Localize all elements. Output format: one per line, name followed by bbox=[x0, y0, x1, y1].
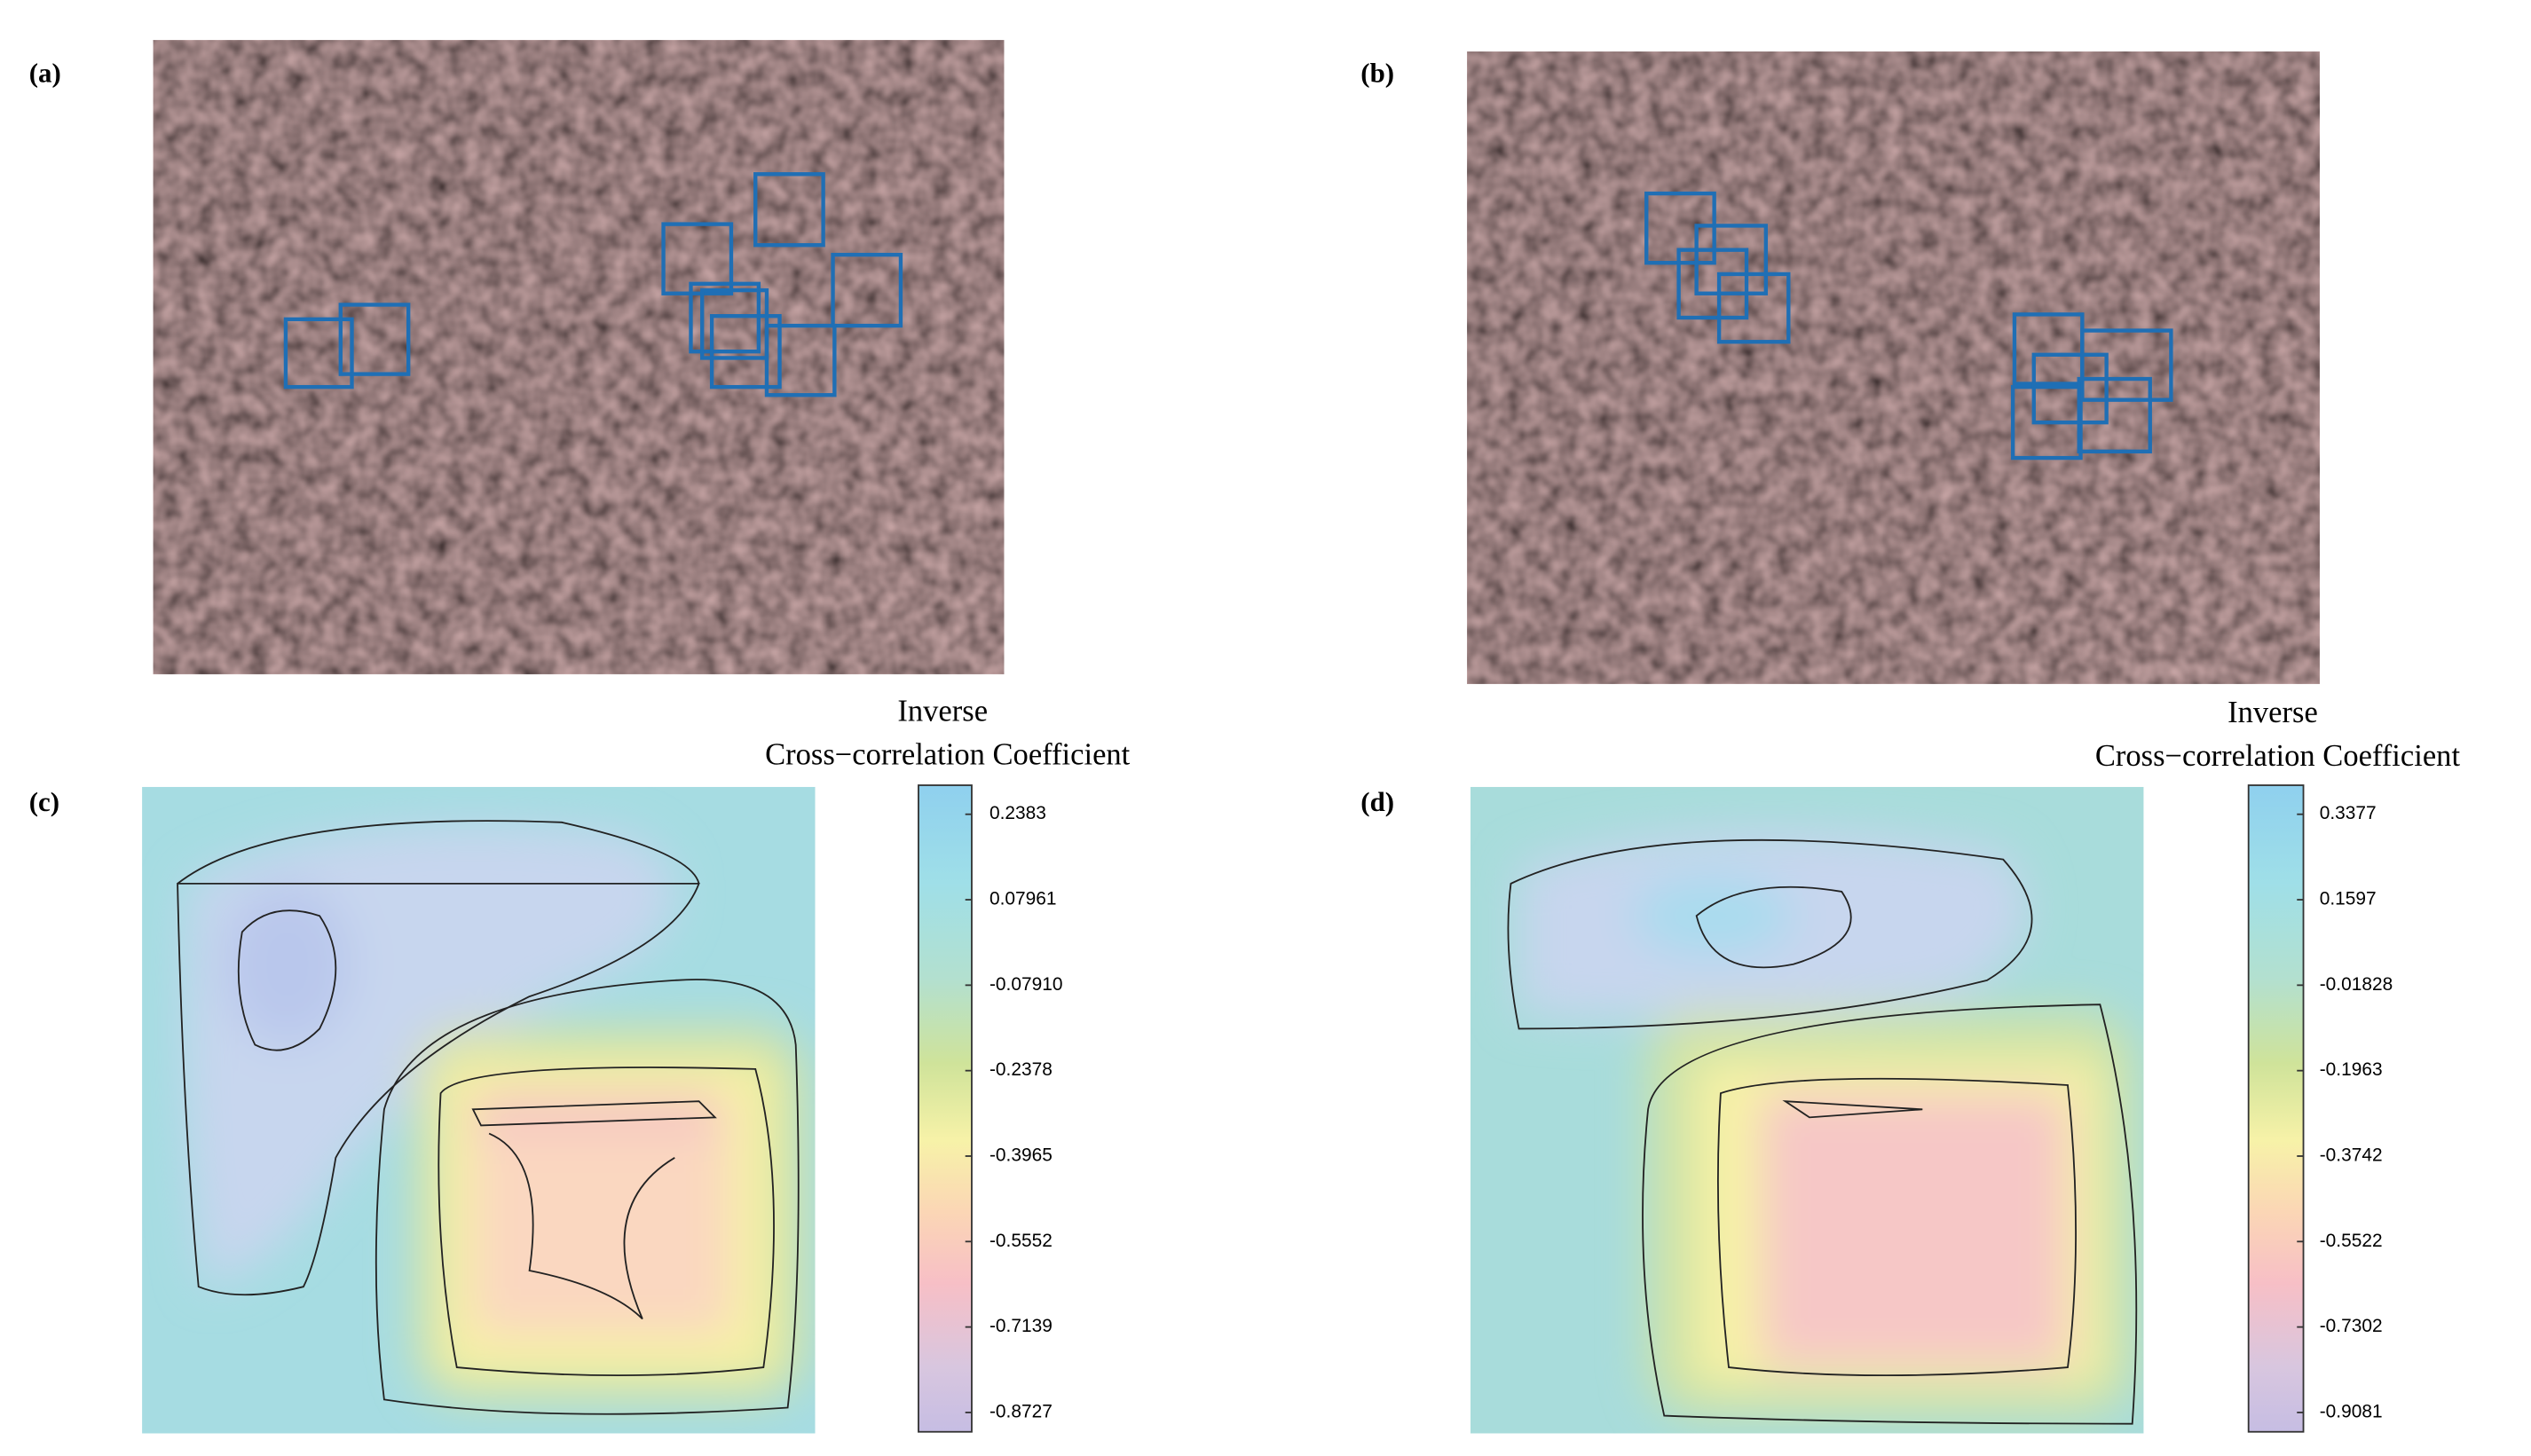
colorbar bbox=[2247, 784, 2305, 1433]
tick-label: -0.5552 bbox=[990, 1231, 1053, 1251]
tick-label: -0.9081 bbox=[2320, 1401, 2383, 1421]
colorbar-title: Inverse bbox=[897, 694, 988, 728]
panel-b: (b) bbox=[1360, 51, 2320, 684]
heatmap bbox=[1470, 786, 2144, 1434]
colorbar bbox=[918, 784, 973, 1433]
tick-label: -0.7302 bbox=[2320, 1316, 2383, 1336]
tick-label: 0.1597 bbox=[2320, 889, 2377, 909]
panel-label: (a) bbox=[29, 58, 61, 89]
tick-label: 0.3377 bbox=[2320, 803, 2377, 823]
panel-label: (d) bbox=[1360, 786, 1394, 817]
colorbar-ticks: 0.2383 0.07961 -0.07910 -0.2378 -0.3965 -0.55… bbox=[965, 803, 1063, 1421]
colorbar-title: Cross−correlation Coefficient bbox=[765, 737, 1131, 771]
panel-a: (a) bbox=[29, 40, 1005, 674]
tick-label: 0.07961 bbox=[990, 889, 1057, 909]
panel-label: (c) bbox=[29, 786, 59, 817]
tick-label: -0.1963 bbox=[2320, 1059, 2383, 1080]
panel-label: (b) bbox=[1360, 58, 1394, 89]
tick-label: 0.2383 bbox=[990, 803, 1046, 823]
colorbar-title: Inverse bbox=[2227, 696, 2318, 729]
heatmap bbox=[142, 786, 816, 1434]
tracking-boxes bbox=[1644, 191, 2173, 460]
tick-label: -0.2378 bbox=[990, 1059, 1053, 1080]
tick-label: -0.07910 bbox=[990, 974, 1063, 995]
tick-label: -0.3742 bbox=[2320, 1145, 2383, 1166]
tracking-boxes bbox=[283, 172, 903, 397]
speckle bbox=[153, 40, 1005, 674]
tick-label: -0.3965 bbox=[990, 1145, 1053, 1166]
tick-label: -0.8727 bbox=[990, 1401, 1053, 1421]
tick-label: -0.7139 bbox=[990, 1316, 1053, 1336]
tick-label: -0.5522 bbox=[2320, 1231, 2383, 1251]
colorbar-ticks: 0.3377 0.1597 -0.01828 -0.1963 -0.3742 -0.552… bbox=[2297, 803, 2393, 1421]
panel-d: (d) Inverse Cross−correlation Coefficien… bbox=[1360, 696, 2461, 1434]
panel-c: (c) Inverse Cross−correlation Coefficien… bbox=[29, 694, 1131, 1434]
colorbar-title: Cross−correlation Coefficient bbox=[2095, 739, 2461, 773]
tick-label: -0.01828 bbox=[2320, 974, 2393, 995]
speckle bbox=[1467, 51, 2320, 684]
